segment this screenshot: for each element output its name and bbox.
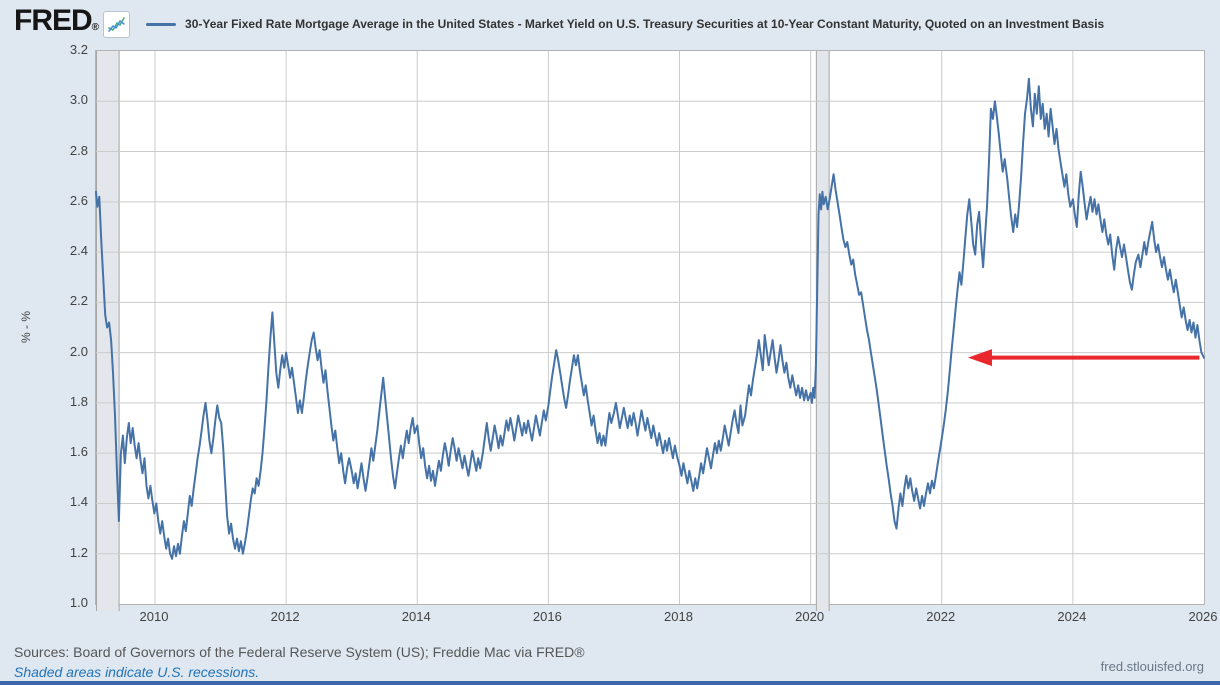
y-tick-label: 1.6 bbox=[69, 444, 88, 460]
legend-line-swatch bbox=[146, 22, 177, 26]
x-tick-label: 2014 bbox=[401, 609, 431, 624]
chart-svg bbox=[95, 51, 1205, 611]
x-tick-label: 2018 bbox=[664, 609, 693, 624]
y-axis-title: % - % bbox=[18, 50, 34, 603]
x-tick-label: 2026 bbox=[1188, 609, 1218, 624]
recession-note-link[interactable]: Shaded areas indicate U.S. recessions. bbox=[14, 664, 260, 680]
y-tick-label: 2.4 bbox=[69, 243, 88, 259]
y-tick-label: 2.2 bbox=[69, 293, 88, 309]
annotation-arrow bbox=[967, 349, 1200, 367]
y-tick-label: 2.8 bbox=[69, 142, 88, 158]
fred-logo[interactable]: FRED® bbox=[14, 3, 99, 43]
bottom-accent-bar bbox=[0, 681, 1220, 685]
y-axis-title-text: % - % bbox=[19, 310, 34, 343]
y-tick-label: 2.0 bbox=[69, 343, 88, 359]
gridlines bbox=[96, 51, 1204, 604]
y-tick-label: 1.4 bbox=[69, 494, 88, 510]
recession-band bbox=[96, 51, 120, 611]
fred-logo-text: FRED bbox=[14, 3, 93, 37]
x-tick-label: 2020 bbox=[795, 609, 825, 624]
y-tick-label: 2.6 bbox=[69, 192, 88, 208]
y-tick-label: 1.2 bbox=[69, 544, 88, 560]
y-tick-label: 3.0 bbox=[69, 92, 88, 108]
x-tick-label: 2010 bbox=[139, 609, 169, 624]
registered-mark: ® bbox=[91, 21, 99, 33]
y-tick-label: 1.0 bbox=[69, 595, 88, 610]
data-line bbox=[95, 77, 1205, 560]
fred-sparkline-icon bbox=[103, 10, 131, 38]
recession-band bbox=[815, 51, 830, 611]
x-tick-label: 2022 bbox=[926, 609, 956, 624]
x-tick-label: 2016 bbox=[532, 609, 562, 624]
plot-area[interactable] bbox=[95, 50, 1205, 611]
x-tick-label: 2012 bbox=[270, 609, 300, 624]
y-tick-label: 3.2 bbox=[69, 42, 88, 57]
y-tick-label: 1.8 bbox=[69, 393, 88, 409]
chart-header: FRED® 30-Year Fixed Rate Mortgage Averag… bbox=[14, 3, 1104, 43]
series-legend-label: 30-Year Fixed Rate Mortgage Average in t… bbox=[185, 17, 1105, 31]
x-tick-label: 2024 bbox=[1057, 609, 1087, 624]
fred-site-link[interactable]: fred.stlouisfed.org bbox=[1100, 659, 1204, 674]
sources-note: Sources: Board of Governors of the Feder… bbox=[14, 644, 585, 660]
series-legend: 30-Year Fixed Rate Mortgage Average in t… bbox=[146, 17, 1104, 31]
